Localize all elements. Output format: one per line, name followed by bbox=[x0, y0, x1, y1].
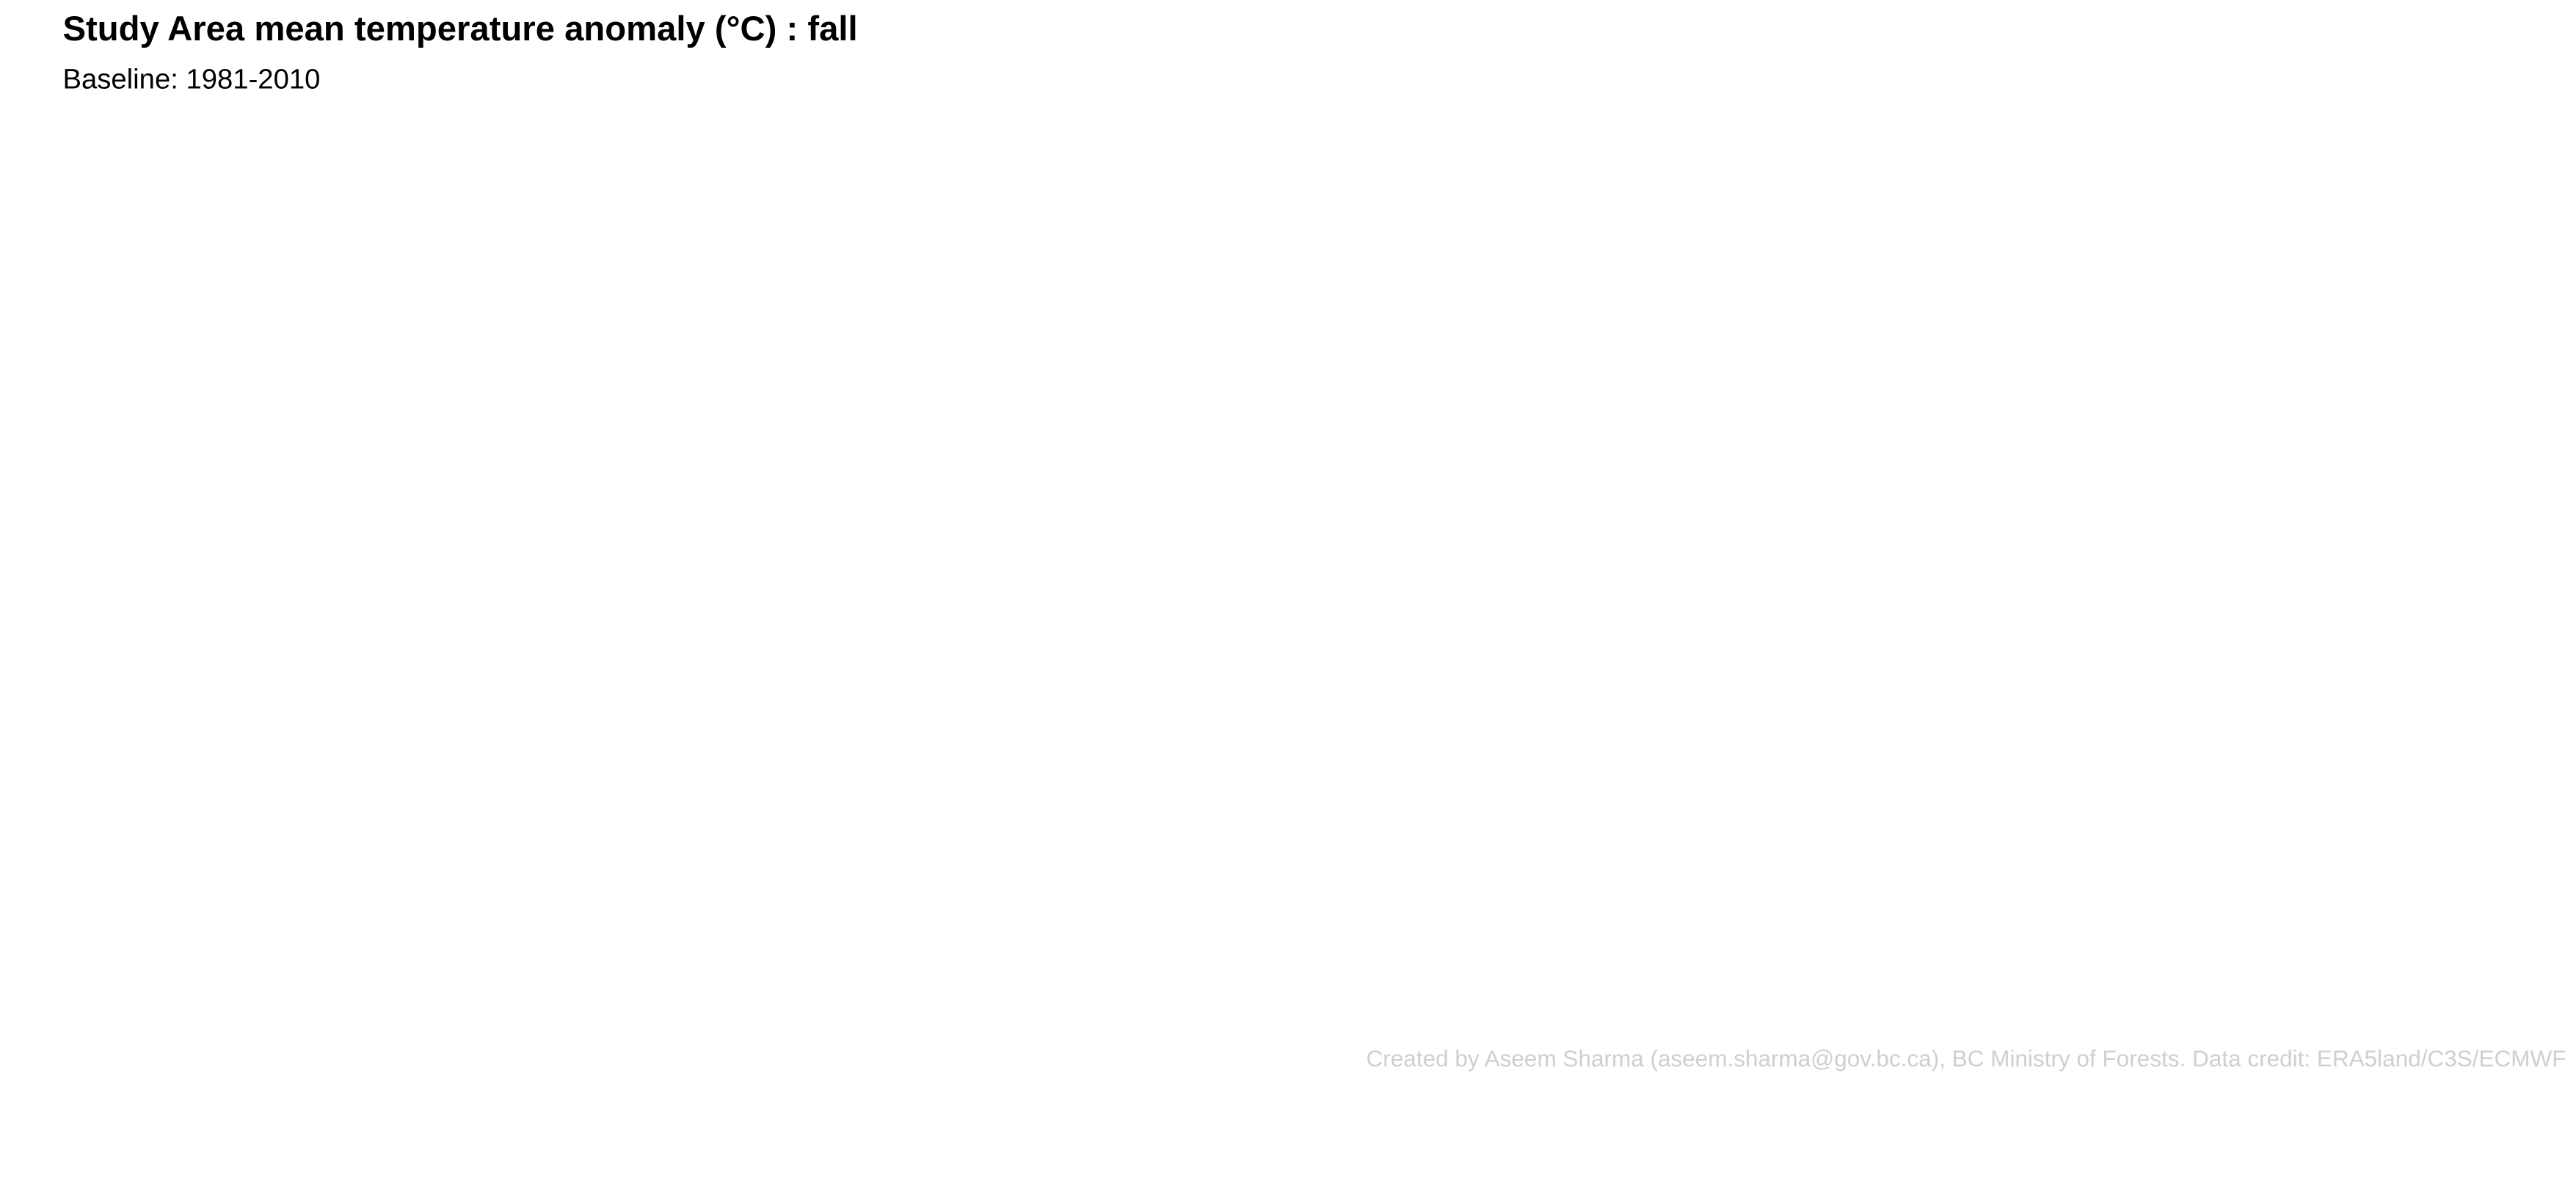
credit: Created by Aseem Sharma (aseem.sharma@go… bbox=[1367, 1045, 2566, 1072]
chart-subtitle: Baseline: 1981-2010 bbox=[63, 63, 321, 95]
chart-title: Study Area mean temperature anomaly (°C)… bbox=[63, 10, 858, 48]
